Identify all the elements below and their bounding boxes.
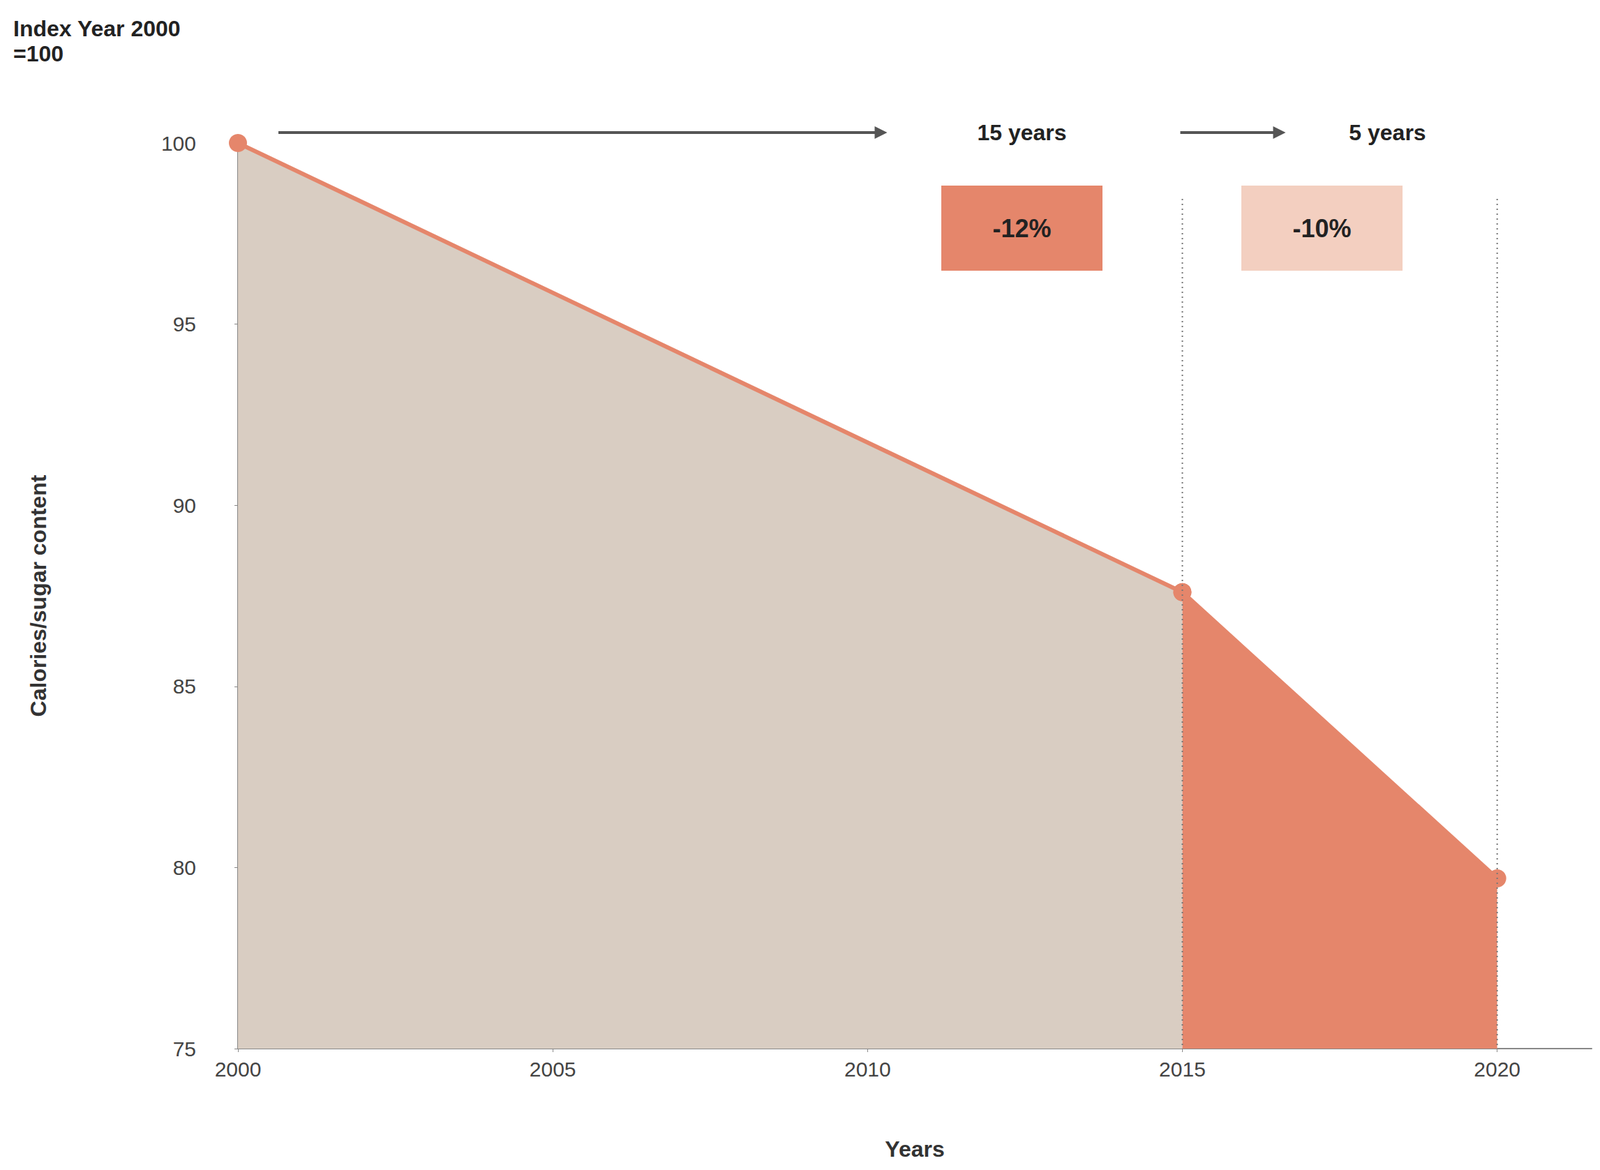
svg-text:15 years: 15 years bbox=[976, 120, 1067, 146]
svg-text:2010: 2010 bbox=[844, 1057, 892, 1081]
svg-text:75: 75 bbox=[173, 1037, 197, 1061]
svg-text:90: 90 bbox=[173, 494, 197, 518]
svg-text:85: 85 bbox=[173, 674, 197, 698]
svg-text:2005: 2005 bbox=[529, 1057, 577, 1081]
svg-text:2020: 2020 bbox=[1473, 1057, 1521, 1081]
svg-text:Years: Years bbox=[884, 1136, 945, 1162]
svg-text:=100: =100 bbox=[13, 41, 64, 67]
svg-text:80: 80 bbox=[173, 856, 197, 880]
svg-text:2015: 2015 bbox=[1159, 1057, 1206, 1081]
svg-text:-12%: -12% bbox=[992, 214, 1051, 243]
svg-text:5 years: 5 years bbox=[1348, 120, 1426, 146]
svg-text:100: 100 bbox=[161, 131, 197, 155]
svg-text:-10%: -10% bbox=[1292, 214, 1351, 243]
svg-text:Calories/sugar content: Calories/sugar content bbox=[25, 474, 51, 717]
svg-text:Index Year 2000: Index Year 2000 bbox=[13, 16, 181, 42]
svg-text:2000: 2000 bbox=[214, 1057, 262, 1081]
svg-text:95: 95 bbox=[173, 312, 197, 336]
